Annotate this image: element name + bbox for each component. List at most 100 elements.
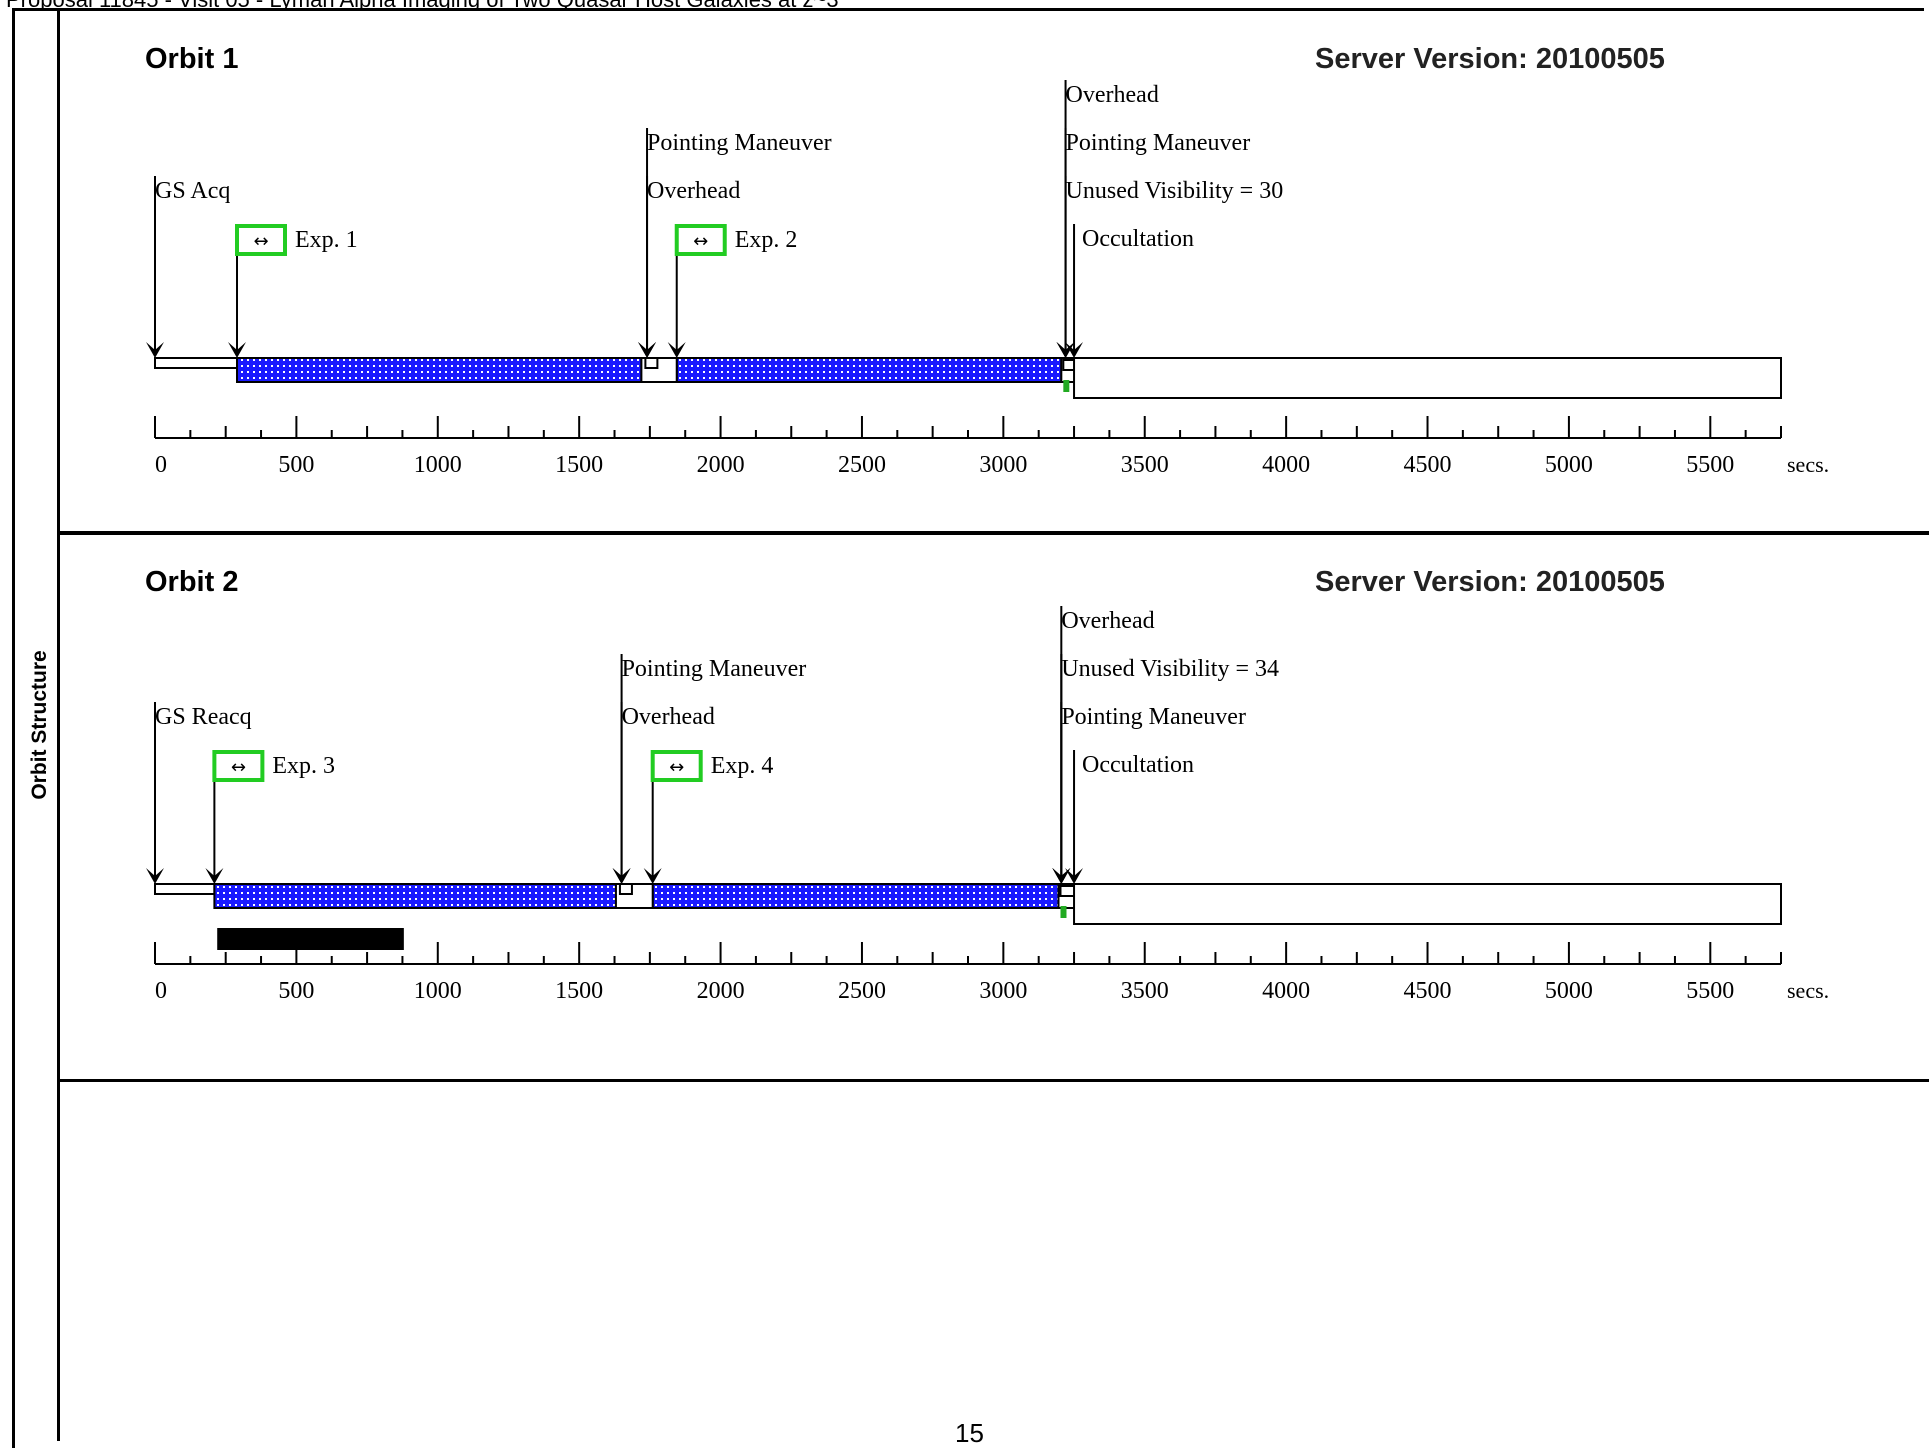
- event-label: GS Acq: [155, 178, 230, 204]
- double-arrow-icon: ↔: [253, 231, 268, 252]
- axis-tick-label: 5500: [1686, 452, 1734, 478]
- axis-tick-label: 2000: [697, 978, 745, 1004]
- exposure-label: Exp. 2: [735, 227, 798, 253]
- event-label: Unused Visibility = 34: [1061, 656, 1279, 682]
- event-marker: Overhead: [1056, 80, 1159, 358]
- proposal-header-text: Proposal 11845 - Visit 05 - Lyman Alpha …: [6, 0, 839, 10]
- event-marker: GS Reacq: [146, 702, 252, 884]
- exposure-label: Exp. 4: [711, 753, 774, 779]
- axis-tick-label: 2000: [697, 452, 745, 478]
- orbit-divider: [57, 531, 1929, 535]
- axis-tick-label: 0: [155, 452, 167, 478]
- axis-tick-label: 4500: [1404, 978, 1452, 1004]
- exposure-bar: [236, 357, 643, 383]
- arrow-head: [1052, 868, 1071, 884]
- axis-tick-label: 3000: [979, 452, 1027, 478]
- occultation-segment: [1073, 357, 1782, 399]
- exposure-label: Exp. 1: [295, 227, 358, 253]
- exposure-callout: ↔ Exp. 4: [643, 750, 774, 884]
- axis-tick-label: 1000: [414, 452, 462, 478]
- secondary-activity-bar: [217, 928, 404, 950]
- axis-tick-label: 2500: [838, 978, 886, 1004]
- unused-visibility-marker: [1063, 380, 1070, 392]
- sidebar-divider: [57, 8, 60, 1441]
- acquisition-segment: [154, 357, 239, 369]
- exposure-label: Exp. 3: [272, 753, 335, 779]
- orbit-title: Orbit 1: [145, 43, 239, 75]
- arrow-head: [1056, 342, 1075, 358]
- event-label: Pointing Maneuver: [647, 130, 832, 156]
- end-overhead-segment: [1059, 885, 1076, 897]
- page-header: Proposal 11845 - Visit 05 - Lyman Alpha …: [0, 0, 1929, 10]
- acquisition-segment: [154, 883, 216, 895]
- event-label: Pointing Maneuver: [1061, 704, 1246, 730]
- arrow-head: [612, 868, 631, 884]
- axis-unit-label: secs.: [1787, 452, 1829, 477]
- arrow-head: [1065, 868, 1084, 884]
- arrow-head: [146, 868, 164, 884]
- arrow-head: [643, 868, 662, 884]
- orbit-structure-label: Orbit Structure: [28, 650, 51, 800]
- event-label: GS Reacq: [155, 704, 252, 730]
- axis-tick-label: 500: [278, 452, 314, 478]
- axis-tick-label: 500: [278, 978, 314, 1004]
- pointing-maneuver-segment: [644, 357, 659, 369]
- exposure-bar: [675, 357, 1063, 383]
- orbit-divider: [57, 1079, 1929, 1082]
- orbit-timeline-diagram: GS Acq Pointing Maneuver Overhead Overhead P…: [146, 80, 1829, 478]
- server-version: Server Version: 20100505: [1315, 43, 1665, 75]
- orbit-panel-1: Orbit 1 Server Version: 20100505 GS Acq P…: [60, 10, 1929, 530]
- event-marker: GS Acq: [146, 176, 230, 358]
- arrow-head: [638, 342, 657, 358]
- axis-tick-label: 5000: [1545, 452, 1593, 478]
- occultation-segment: [1073, 883, 1782, 925]
- event-label: Occultation: [1082, 226, 1194, 252]
- event-label: Occultation: [1082, 752, 1194, 778]
- arrow-head: [146, 342, 164, 358]
- exposure-marker-box: [235, 224, 288, 256]
- axis-tick-label: 2500: [838, 452, 886, 478]
- axis-tick-label: 0: [155, 978, 167, 1004]
- exposure-marker-box: [212, 750, 265, 782]
- server-version: Server Version: 20100505: [1315, 566, 1665, 598]
- exposure-callout: ↔ Exp. 1: [228, 224, 358, 358]
- event-marker: Overhead: [1052, 606, 1155, 884]
- orbit-title: Orbit 2: [145, 566, 239, 598]
- event-label: Pointing Maneuver: [1066, 130, 1251, 156]
- event-label: Overhead: [647, 178, 740, 204]
- unused-visibility-marker: [1060, 906, 1067, 918]
- orbit-timeline-diagram: GS Reacq Pointing Maneuver Overhead Overhea…: [146, 606, 1829, 1004]
- arrow-head: [667, 342, 686, 358]
- axis-tick-label: 3500: [1121, 978, 1169, 1004]
- event-marker: Occultation: [1065, 750, 1194, 884]
- exposure-marker-box: [674, 224, 727, 256]
- event-label: Overhead: [1061, 608, 1154, 634]
- event-marker: Overhead: [612, 702, 715, 884]
- arrow-head: [1065, 342, 1084, 358]
- axis-tick-label: 4000: [1262, 978, 1310, 1004]
- page-frame: [12, 8, 1924, 1448]
- double-arrow-icon: ↔: [231, 757, 246, 778]
- axis-tick-label: 5500: [1686, 978, 1734, 1004]
- exposure-callout: ↔ Exp. 3: [205, 750, 335, 884]
- double-arrow-icon: ↔: [669, 757, 684, 778]
- arrow-head: [228, 342, 247, 358]
- axis-tick-label: 3500: [1121, 452, 1169, 478]
- exposure-bar: [651, 883, 1060, 909]
- axis-tick-label: 1500: [555, 452, 603, 478]
- axis-tick-label: 4000: [1262, 452, 1310, 478]
- pointing-maneuver-segment: [618, 883, 633, 895]
- exposure-marker-box: [650, 750, 703, 782]
- event-marker: Pointing Maneuver: [1052, 702, 1246, 884]
- axis-tick-label: 5000: [1545, 978, 1593, 1004]
- event-label: Overhead: [622, 704, 715, 730]
- axis-tick-label: 4500: [1404, 452, 1452, 478]
- event-marker: Overhead: [638, 176, 740, 358]
- event-label: Overhead: [1066, 82, 1159, 108]
- event-label: Pointing Maneuver: [622, 656, 807, 682]
- axis-tick-label: 1500: [555, 978, 603, 1004]
- page-number: 15: [955, 1418, 984, 1448]
- exposure-callout: ↔ Exp. 2: [667, 224, 798, 358]
- event-marker: Unused Visibility = 30: [1056, 176, 1283, 358]
- axis-tick-label: 1000: [414, 978, 462, 1004]
